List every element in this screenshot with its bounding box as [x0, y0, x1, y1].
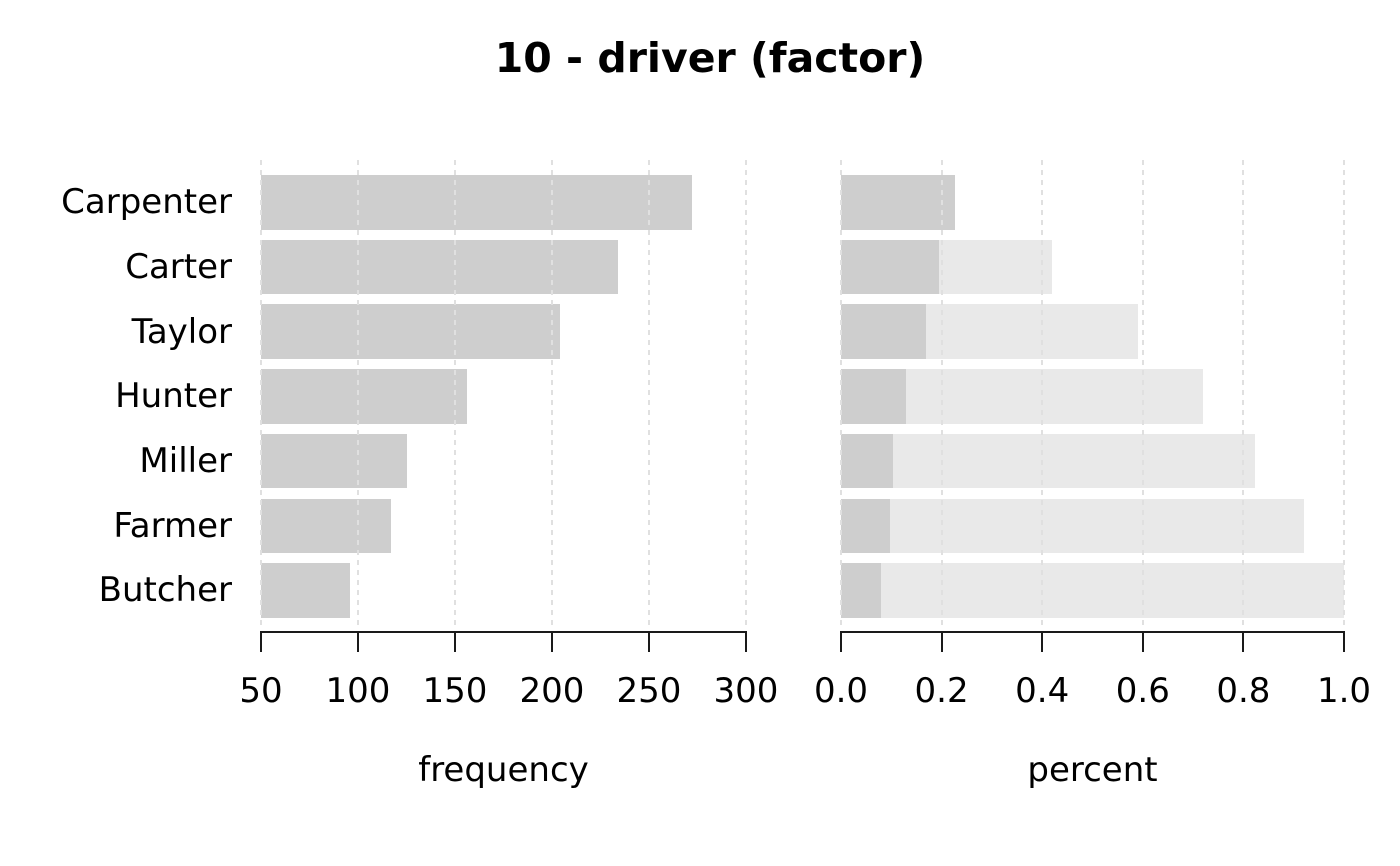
bar-frequency-farmer	[261, 498, 391, 553]
x-tick-label: 150	[422, 671, 488, 711]
x-axis-line	[260, 631, 747, 633]
x-tick-label: 200	[519, 671, 585, 711]
x-axis-tick	[745, 631, 747, 652]
bar-frequency-miller	[261, 433, 407, 489]
category-label: Farmer	[113, 505, 232, 546]
bar-percent-miller	[841, 433, 894, 489]
grid-line	[1141, 160, 1144, 625]
category-label: Miller	[139, 441, 232, 482]
category-label: Hunter	[115, 376, 232, 417]
bar-frequency-carter	[261, 239, 618, 295]
bar-cumulative-percent-butcher	[841, 563, 1344, 618]
x-axis-tick	[357, 631, 359, 652]
x-axis-tick	[1041, 631, 1044, 652]
category-label: Taylor	[131, 311, 232, 352]
x-tick-label: 250	[616, 671, 682, 711]
grid-line	[1242, 160, 1245, 625]
category-label: Butcher	[98, 570, 232, 611]
grid-line	[551, 160, 553, 625]
x-axis-tick	[1343, 631, 1345, 652]
bar-frequency-butcher	[261, 563, 351, 618]
x-tick-label: 0.4	[1015, 671, 1070, 711]
grid-line	[1041, 160, 1044, 625]
x-tick-label: 0.0	[813, 671, 869, 711]
x-axis-tick	[1242, 631, 1245, 652]
x-axis-label: percent	[1027, 750, 1158, 790]
bar-frequency-carpenter	[261, 175, 692, 230]
x-tick-label: 0.6	[1115, 671, 1170, 711]
grid-line	[745, 160, 747, 625]
bar-cumulative-percent-miller	[841, 433, 1256, 489]
category-label: Carpenter	[61, 182, 232, 223]
grid-line	[454, 160, 456, 625]
x-axis-tick	[260, 631, 262, 652]
grid-line	[840, 160, 842, 625]
grid-line	[260, 160, 262, 625]
x-tick-label: 50	[239, 671, 283, 711]
x-tick-label: 300	[713, 671, 779, 711]
x-axis-tick	[940, 631, 943, 652]
x-axis-tick	[1141, 631, 1144, 652]
x-tick-label: 0.2	[914, 671, 969, 711]
x-tick-label: 100	[325, 671, 391, 711]
x-axis-line	[840, 631, 1345, 633]
x-axis-tick	[454, 631, 456, 652]
x-tick-label: 0.8	[1216, 671, 1271, 711]
chart-title: 10 - driver (factor)	[494, 34, 926, 82]
bar-percent-taylor	[841, 304, 927, 359]
x-axis-label: frequency	[418, 750, 589, 790]
bar-percent-hunter	[841, 369, 907, 424]
plot-area	[840, 160, 1345, 625]
x-axis-tick	[648, 631, 650, 652]
x-axis-tick	[840, 631, 842, 652]
bar-cumulative-percent-farmer	[841, 498, 1304, 553]
bar-percent-carter	[841, 239, 939, 295]
grid-line	[357, 160, 359, 625]
grid-line	[648, 160, 650, 625]
plot-area	[260, 160, 747, 625]
grid-line	[1343, 160, 1345, 625]
bar-frequency-taylor	[261, 304, 560, 359]
x-axis-tick	[551, 631, 553, 652]
bar-percent-carpenter	[841, 175, 955, 230]
bar-percent-butcher	[841, 563, 882, 618]
bar-percent-farmer	[841, 498, 890, 553]
category-label: Carter	[125, 246, 232, 287]
bar-frequency-hunter	[261, 369, 467, 424]
x-tick-label: 1.0	[1316, 671, 1372, 711]
grid-line	[940, 160, 943, 625]
